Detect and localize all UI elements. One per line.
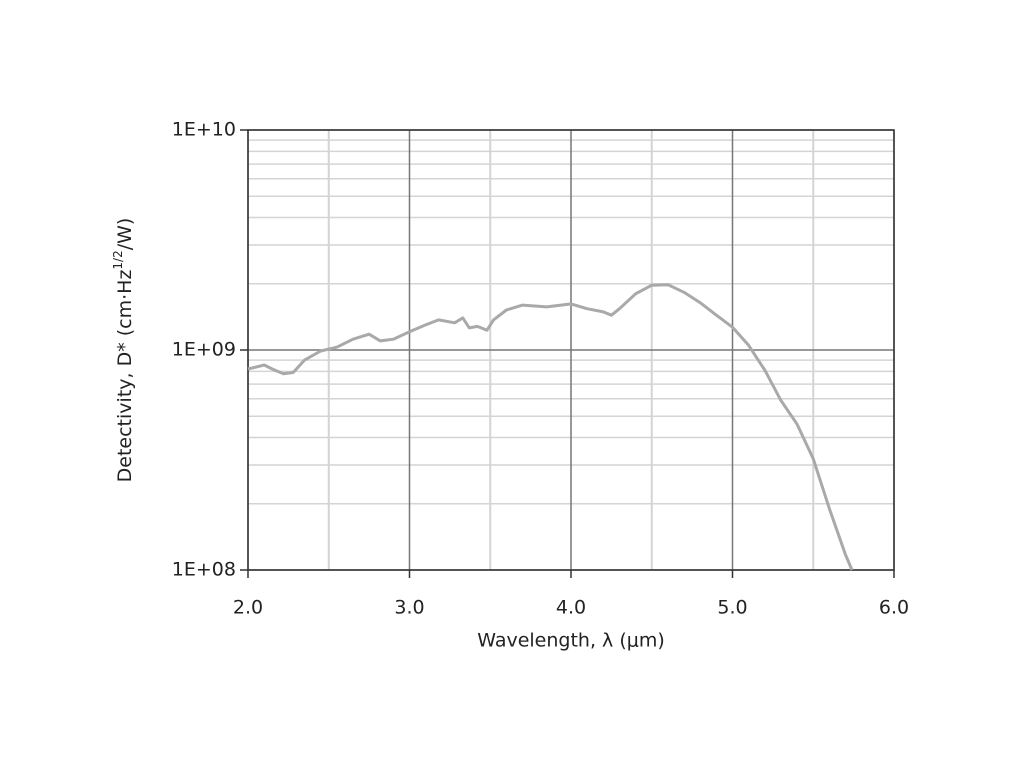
data-line [247,283,854,571]
y-tick-label: 1E+08 [172,559,236,581]
x-axis-label: Wavelength, λ (μm) [477,630,665,652]
y-axis-label-part: /W) [114,218,136,251]
y-tick-label: 1E+10 [172,119,236,141]
plot-frame [247,129,895,571]
y-tick-label: 1E+09 [172,339,236,361]
grid [247,129,895,571]
x-tick-label: 3.0 [394,597,424,619]
x-tick-label: 6.0 [879,597,909,619]
x-tick-label: 2.0 [233,597,263,619]
x-tick-label: 4.0 [556,597,586,619]
y-axis-label: Detectivity, D* (cm·Hz1/2/W) [111,218,136,483]
y-axis-label-sup: 1/2 [111,250,125,269]
y-axis-label-part: Detectivity, D* (cm·Hz [114,270,136,483]
x-tick-label: 5.0 [717,597,747,619]
